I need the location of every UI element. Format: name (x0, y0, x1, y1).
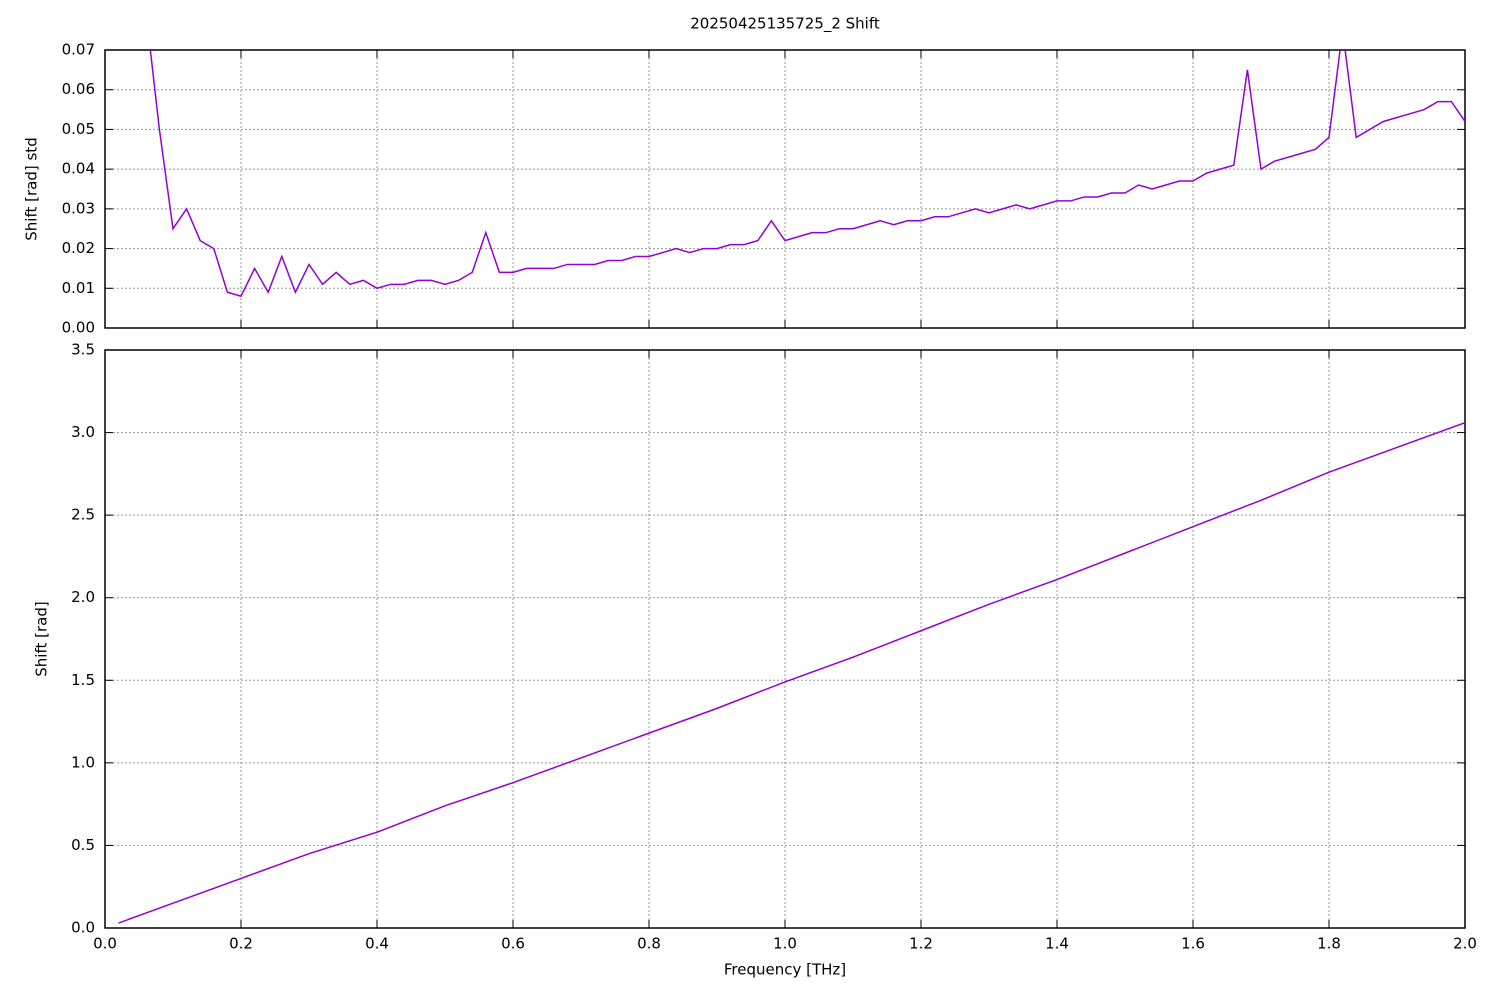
y-tick-label: 0.01 (62, 279, 95, 297)
y-tick-label: 0.03 (62, 199, 95, 217)
y-tick-label: 0.07 (62, 41, 95, 59)
x-tick-label: 0.4 (365, 935, 389, 953)
x-axis-label: Frequency [THz] (724, 961, 846, 979)
x-tick-label: 1.8 (1317, 935, 1341, 953)
x-tick-label: 0.0 (93, 935, 117, 953)
y-tick-label: 0.5 (71, 836, 95, 854)
x-tick-label: 0.2 (229, 935, 253, 953)
data-line (118, 421, 1465, 924)
y-tick-label: 0.06 (62, 80, 95, 98)
y-axis-label: Shift [rad] std (23, 137, 41, 240)
y-tick-label: 1.0 (71, 753, 95, 771)
y-tick-label: 0.0 (71, 919, 95, 937)
plot-frame (104, 49, 1466, 329)
y-tick-label: 2.5 (71, 506, 95, 524)
y-tick-label: 0.02 (62, 239, 95, 257)
chart-title: 20250425135725_2 Shift (690, 15, 880, 34)
x-tick-label: 1.0 (773, 935, 797, 953)
y-tick-label: 3.0 (71, 423, 95, 441)
data-line (149, 50, 1465, 298)
plot-frame (104, 349, 1466, 929)
y-tick-label: 0.04 (62, 160, 95, 178)
y-tick-label: 0.00 (62, 319, 95, 337)
y-tick-label: 2.0 (71, 588, 95, 606)
y-tick-label: 1.5 (71, 671, 95, 689)
x-tick-label: 1.2 (909, 935, 933, 953)
y-tick-label: 0.05 (62, 120, 95, 138)
x-tick-label: 0.8 (637, 935, 661, 953)
y-tick-label: 3.5 (71, 341, 95, 359)
x-tick-label: 2.0 (1453, 935, 1477, 953)
x-tick-label: 1.4 (1045, 935, 1069, 953)
x-tick-label: 1.6 (1181, 935, 1205, 953)
y-axis-label: Shift [rad] (33, 601, 51, 676)
x-tick-label: 0.6 (501, 935, 525, 953)
